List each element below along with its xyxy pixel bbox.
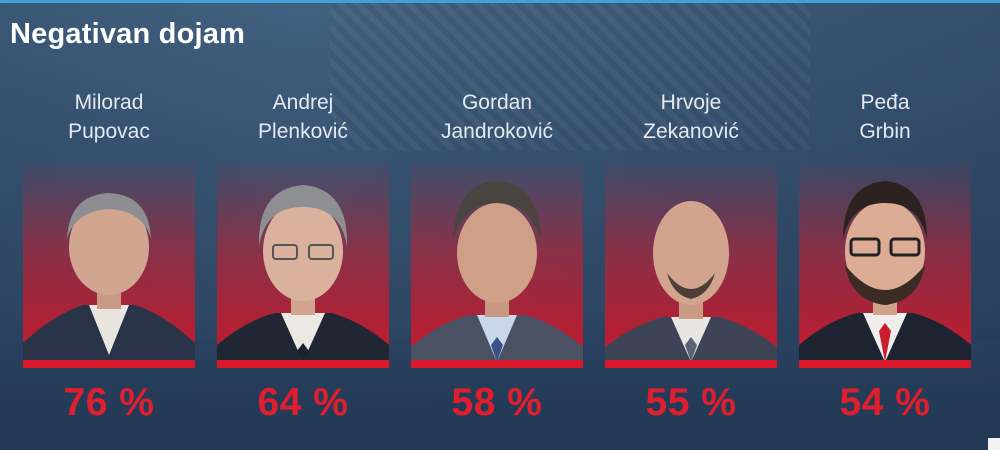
corner-marker xyxy=(988,438,1000,450)
red-underline xyxy=(799,360,971,368)
person-photo xyxy=(799,155,971,362)
percent-value: 58 % xyxy=(451,381,543,424)
last-name: Pupovac xyxy=(68,120,150,143)
person-card-zekanovic: Hrvoje Zekanović 55 % xyxy=(605,0,777,450)
percent-value: 55 % xyxy=(645,381,737,424)
person-name: Peđa Grbin xyxy=(799,88,971,146)
first-name: Peđa xyxy=(860,91,910,114)
background-building-roof xyxy=(330,0,810,150)
person-card-jandrokovic: Gordan Jandroković 58 % xyxy=(411,0,583,450)
first-name: Gordan xyxy=(461,91,533,114)
red-underline xyxy=(217,360,389,368)
person-card-grbin: Peđa Grbin 54 % xyxy=(799,0,971,450)
percent-value: 54 % xyxy=(839,381,931,424)
red-underline xyxy=(605,360,777,368)
last-name: Jandroković xyxy=(440,120,554,143)
red-underline xyxy=(411,360,583,368)
person-photo xyxy=(23,155,195,362)
last-name: Zekanović xyxy=(643,120,739,143)
person-name: Andrej Plenković xyxy=(217,88,389,146)
last-name: Plenković xyxy=(258,120,348,143)
person-name: Gordan Jandroković xyxy=(411,88,583,146)
person-name: Milorad Pupovac xyxy=(23,88,195,146)
person-photo xyxy=(605,155,777,362)
person-photo xyxy=(411,155,583,362)
first-name: Milorad xyxy=(74,91,144,114)
first-name: Hrvoje xyxy=(660,91,722,114)
first-name: Andrej xyxy=(272,91,334,114)
person-card-pupovac: Milorad Pupovac 76 % xyxy=(23,0,195,450)
person-name: Hrvoje Zekanović xyxy=(605,88,777,146)
last-name: Grbin xyxy=(859,120,911,143)
person-photo xyxy=(217,155,389,362)
percent-value: 64 % xyxy=(257,381,349,424)
top-accent-line xyxy=(0,0,1000,3)
percent-value: 76 % xyxy=(63,381,155,424)
chart-title: Negativan dojam xyxy=(10,18,246,50)
person-card-plenkovic: Andrej Plenković 64 % xyxy=(217,0,389,450)
red-underline xyxy=(23,360,195,368)
